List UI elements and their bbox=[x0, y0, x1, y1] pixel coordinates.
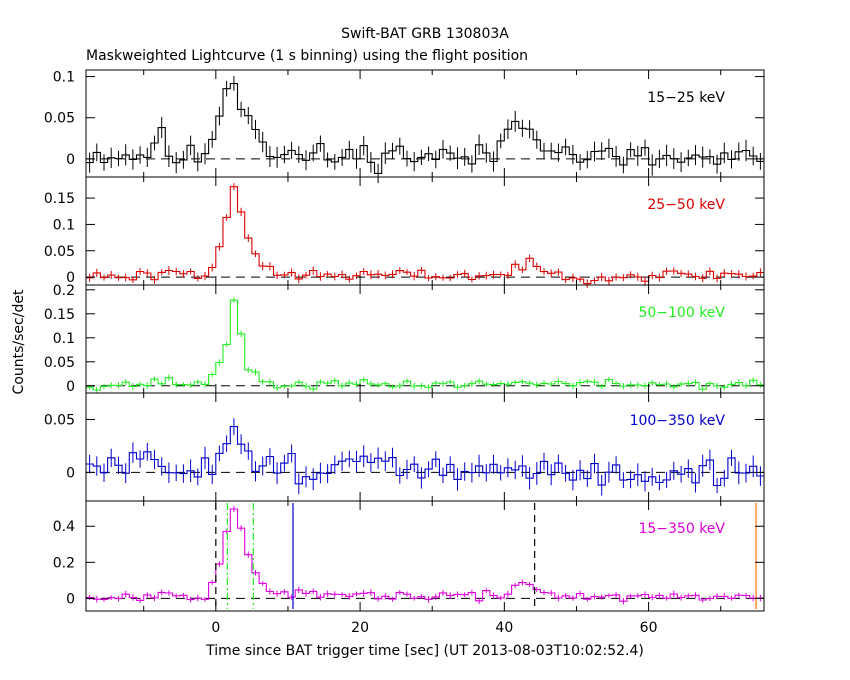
panel-2: 0 0.05 0.1 0.15 25−50 keV bbox=[44, 176, 765, 288]
y-tick-label: 0.05 bbox=[44, 355, 75, 371]
lightcurve-steps bbox=[86, 508, 764, 602]
y-tick-label: 0 bbox=[66, 379, 75, 395]
chart-title: Swift-BAT GRB 130803A bbox=[341, 26, 509, 42]
panel-5: 0 0.2 0.4 15−350 keV bbox=[53, 500, 765, 612]
error-bars bbox=[89, 183, 761, 288]
y-tick-label: 0 bbox=[66, 591, 75, 607]
x-tick-label: 60 bbox=[640, 620, 658, 636]
lightcurve-steps bbox=[86, 299, 764, 391]
panel-frame bbox=[85, 284, 765, 394]
x-tick-label: 20 bbox=[351, 620, 369, 636]
energy-band-label: 15−350 keV bbox=[638, 521, 725, 537]
panel-frame bbox=[85, 500, 765, 612]
panel-4: 0 0.05 100−350 keV bbox=[44, 392, 765, 502]
y-tick-label: 0.05 bbox=[44, 412, 75, 428]
y-tick-label: 0.05 bbox=[44, 244, 75, 260]
energy-band-label: 100−350 keV bbox=[630, 413, 726, 429]
panel-3: 0 0.05 0.1 0.15 0.2 50−100 keV bbox=[44, 283, 765, 395]
y-tick-label: 0 bbox=[66, 465, 75, 481]
y-tick-label: 0.2 bbox=[53, 283, 75, 299]
error-bars bbox=[89, 76, 761, 183]
panel-frame bbox=[85, 69, 765, 178]
lightcurve-steps bbox=[86, 82, 764, 174]
panel-1: 0 0.05 0.1 15−25 keV bbox=[44, 69, 765, 183]
y-axis-label: Counts/sec/det bbox=[11, 289, 27, 394]
y-tick-label: 0.4 bbox=[53, 519, 75, 535]
error-bars bbox=[89, 505, 761, 605]
y-tick-label: 0.1 bbox=[53, 217, 75, 233]
y-tick-label: 0.1 bbox=[53, 331, 75, 347]
y-tick-label: 0 bbox=[66, 152, 75, 168]
panel-frame bbox=[85, 392, 765, 502]
error-bars bbox=[89, 297, 761, 393]
x-tick-label: 0 bbox=[211, 620, 220, 636]
y-tick-label: 0.2 bbox=[53, 555, 75, 571]
x-tick-label: 40 bbox=[495, 620, 513, 636]
x-axis-label: Time since BAT trigger time [sec] (UT 20… bbox=[205, 643, 644, 659]
error-bars bbox=[89, 418, 761, 496]
panel-frame bbox=[85, 176, 765, 286]
y-tick-label: 0.15 bbox=[44, 191, 75, 207]
lightcurve-steps bbox=[86, 426, 764, 487]
chart-subtitle: Maskweighted Lightcurve (1 s binning) us… bbox=[86, 48, 528, 64]
y-tick-label: 0.05 bbox=[44, 111, 75, 127]
energy-band-label: 25−50 keV bbox=[647, 197, 725, 213]
energy-band-label: 15−25 keV bbox=[647, 90, 725, 106]
y-tick-label: 0.1 bbox=[53, 70, 75, 86]
y-tick-label: 0.15 bbox=[44, 307, 75, 323]
y-tick-label: 0 bbox=[66, 270, 75, 286]
energy-band-label: 50−100 keV bbox=[638, 305, 725, 321]
